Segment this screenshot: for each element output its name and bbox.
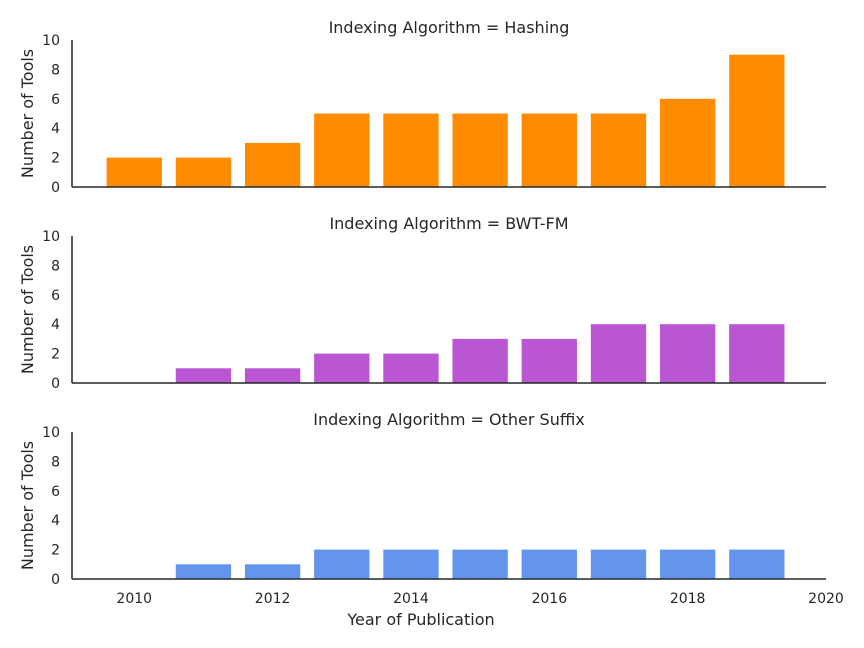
bar: [729, 549, 785, 579]
bar: [729, 54, 785, 188]
y-tick-label: 8: [51, 454, 60, 470]
bar: [659, 549, 716, 579]
bar: [590, 113, 647, 187]
bar: [590, 549, 647, 579]
bar: [452, 113, 508, 187]
bar: [175, 157, 232, 187]
bar: [383, 113, 439, 187]
y-tick-label: 8: [51, 258, 60, 274]
bar: [106, 157, 162, 187]
bar: [383, 353, 439, 383]
y-axis-label: Number of Tools: [18, 441, 37, 570]
y-tick-label: 6: [51, 92, 60, 108]
y-tick-label: 2: [51, 347, 60, 363]
bar: [244, 564, 301, 579]
y-tick-label: 4: [51, 317, 60, 333]
bar: [521, 549, 577, 579]
y-tick-label: 0: [51, 180, 60, 196]
x-axis-label: Year of Publication: [346, 610, 494, 629]
bar: [175, 564, 232, 579]
x-tick-label: 2014: [393, 591, 429, 607]
panel-title: Indexing Algorithm = BWT-FM: [329, 214, 568, 233]
y-tick-label: 10: [42, 425, 60, 441]
panel-3: Indexing Algorithm = Other Suffix 0 2 4 6 8 10…: [18, 410, 844, 629]
y-tick-label: 6: [51, 288, 60, 304]
bar: [452, 549, 508, 579]
x-tick-label: 2020: [808, 591, 844, 607]
bar: [521, 113, 577, 187]
y-tick-label: 0: [51, 376, 60, 392]
bar: [314, 549, 370, 579]
panel-title: Indexing Algorithm = Hashing: [329, 18, 570, 37]
bar: [175, 368, 232, 383]
x-tick-label: 2010: [116, 591, 152, 607]
y-tick-label: 4: [51, 513, 60, 529]
bar: [729, 324, 785, 383]
bar: [383, 549, 439, 579]
x-tick-label: 2018: [670, 591, 706, 607]
y-tick-label: 10: [42, 229, 60, 245]
y-tick-label: 8: [51, 62, 60, 78]
bar: [314, 113, 370, 187]
y-axis-label: Number of Tools: [18, 49, 37, 178]
panel-2: Indexing Algorithm = BWT-FM 0 2 4 6 8 10 Number…: [18, 214, 826, 392]
bar: [590, 324, 647, 383]
bar: [659, 324, 716, 383]
bar: [521, 338, 577, 383]
y-tick-label: 6: [51, 484, 60, 500]
x-tick-label: 2012: [255, 591, 291, 607]
y-tick-label: 4: [51, 121, 60, 137]
y-axis-label: Number of Tools: [18, 245, 37, 374]
bar: [314, 353, 370, 383]
bar: [244, 368, 301, 383]
y-tick-label: 2: [51, 543, 60, 559]
bar: [659, 98, 716, 187]
panel-1: Indexing Algorithm = Hashing 0 2 4 6 8 10 Numbe…: [18, 18, 826, 196]
y-tick-label: 10: [42, 33, 60, 49]
y-tick-label: 0: [51, 572, 60, 588]
panel-title: Indexing Algorithm = Other Suffix: [313, 410, 585, 429]
y-tick-label: 2: [51, 151, 60, 167]
bar: [452, 338, 508, 383]
bar: [244, 142, 301, 187]
x-tick-label: 2016: [531, 591, 567, 607]
